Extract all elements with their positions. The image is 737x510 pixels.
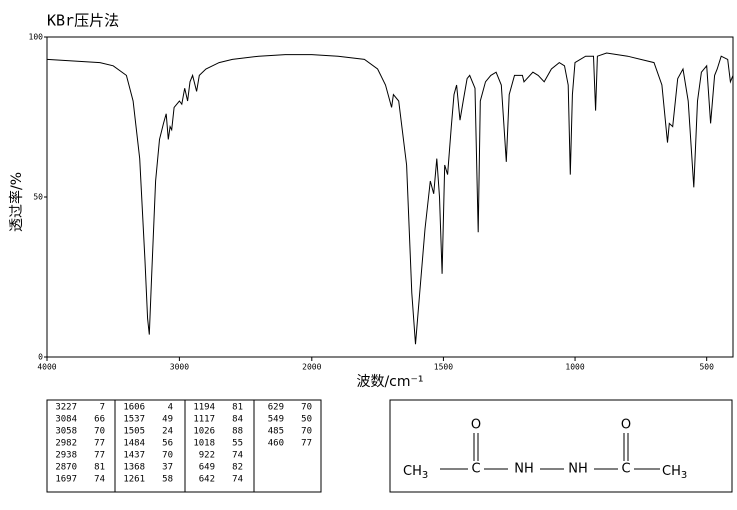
peak-transmittance: 74 — [94, 475, 105, 485]
peak-wavenumber: 2982 — [55, 439, 77, 449]
atom-label: O — [621, 418, 631, 433]
peak-transmittance: 50 — [301, 415, 312, 425]
peak-wavenumber: 1697 — [55, 475, 77, 485]
peak-transmittance: 7 — [100, 403, 105, 413]
peak-wavenumber: 922 — [199, 451, 215, 461]
atom-label: NH — [568, 462, 588, 477]
x-tick-label: 500 — [699, 363, 714, 372]
peak-transmittance: 37 — [162, 463, 173, 473]
x-axis-label: 波数/cm⁻¹ — [356, 374, 423, 390]
peak-wavenumber: 649 — [199, 463, 215, 473]
peak-wavenumber: 1537 — [123, 415, 145, 425]
chart-title: KBr压片法 — [47, 12, 119, 30]
x-tick-label: 3000 — [170, 363, 189, 372]
peak-transmittance: 66 — [94, 415, 105, 425]
peak-transmittance: 70 — [162, 451, 173, 461]
atom-label: O — [471, 418, 481, 433]
peak-transmittance: 4 — [168, 403, 173, 413]
peak-wavenumber: 1261 — [123, 475, 145, 485]
peak-wavenumber: 2870 — [55, 463, 77, 473]
peak-transmittance: 74 — [232, 451, 243, 461]
y-tick-label: 100 — [29, 33, 44, 42]
x-tick-label: 2000 — [302, 363, 321, 372]
peak-wavenumber: 3058 — [55, 427, 77, 437]
peak-transmittance: 56 — [162, 439, 173, 449]
peak-wavenumber: 3227 — [55, 403, 77, 413]
spectrum-line — [46, 52, 734, 345]
peak-transmittance: 70 — [301, 403, 312, 413]
peak-wavenumber: 2938 — [55, 451, 77, 461]
peak-transmittance: 24 — [162, 427, 173, 437]
peak-transmittance: 58 — [162, 475, 173, 485]
peak-wavenumber: 642 — [199, 475, 215, 485]
peak-wavenumber: 629 — [268, 403, 284, 413]
peak-transmittance: 74 — [232, 475, 243, 485]
peak-wavenumber: 1117 — [193, 415, 215, 425]
peak-transmittance: 84 — [232, 415, 243, 425]
peak-table-frame — [46, 399, 322, 493]
peak-transmittance: 81 — [232, 403, 243, 413]
peak-transmittance: 70 — [301, 427, 312, 437]
atom-label: CH3 — [662, 464, 687, 482]
peak-transmittance: 82 — [232, 463, 243, 473]
x-tick-label: 1000 — [565, 363, 584, 372]
peak-wavenumber: 3084 — [55, 415, 77, 425]
x-tick-label: 1500 — [434, 363, 453, 372]
structure: CH3 C O NH NH C O CH3 — [403, 418, 687, 482]
peak-wavenumber: 1026 — [193, 427, 215, 437]
peak-wavenumber: 1484 — [123, 439, 145, 449]
peak-transmittance: 70 — [94, 427, 105, 437]
peak-transmittance: 88 — [232, 427, 243, 437]
structure-frame — [389, 399, 733, 493]
peak-transmittance: 77 — [94, 451, 105, 461]
peak-transmittance: 81 — [94, 463, 105, 473]
peak-wavenumber: 485 — [268, 427, 284, 437]
y-axis-label: 透过率/% — [8, 172, 25, 232]
peak-wavenumber: 549 — [268, 415, 284, 425]
peak-transmittance: 55 — [232, 439, 243, 449]
peak-wavenumber: 1505 — [123, 427, 145, 437]
atom-label: C — [471, 462, 480, 477]
peak-transmittance: 49 — [162, 415, 173, 425]
peak-transmittance: 77 — [94, 439, 105, 449]
peak-wavenumber: 460 — [268, 439, 284, 449]
x-tick-label: 4000 — [37, 363, 56, 372]
atom-label: C — [621, 462, 630, 477]
peak-wavenumber: 1437 — [123, 451, 145, 461]
peak-wavenumber: 1194 — [193, 403, 215, 413]
peak-transmittance: 77 — [301, 439, 312, 449]
y-tick-label: 0 — [38, 353, 43, 362]
peak-table: 3227 7 3084 66 3058 70 2982 77 2938 77 2870 81 1697 7… — [55, 403, 312, 485]
peak-wavenumber: 1368 — [123, 463, 145, 473]
atom-label: CH3 — [403, 464, 428, 482]
peak-wavenumber: 1018 — [193, 439, 215, 449]
atom-label: NH — [514, 462, 534, 477]
y-tick-label: 50 — [33, 193, 43, 202]
peak-wavenumber: 1606 — [123, 403, 145, 413]
